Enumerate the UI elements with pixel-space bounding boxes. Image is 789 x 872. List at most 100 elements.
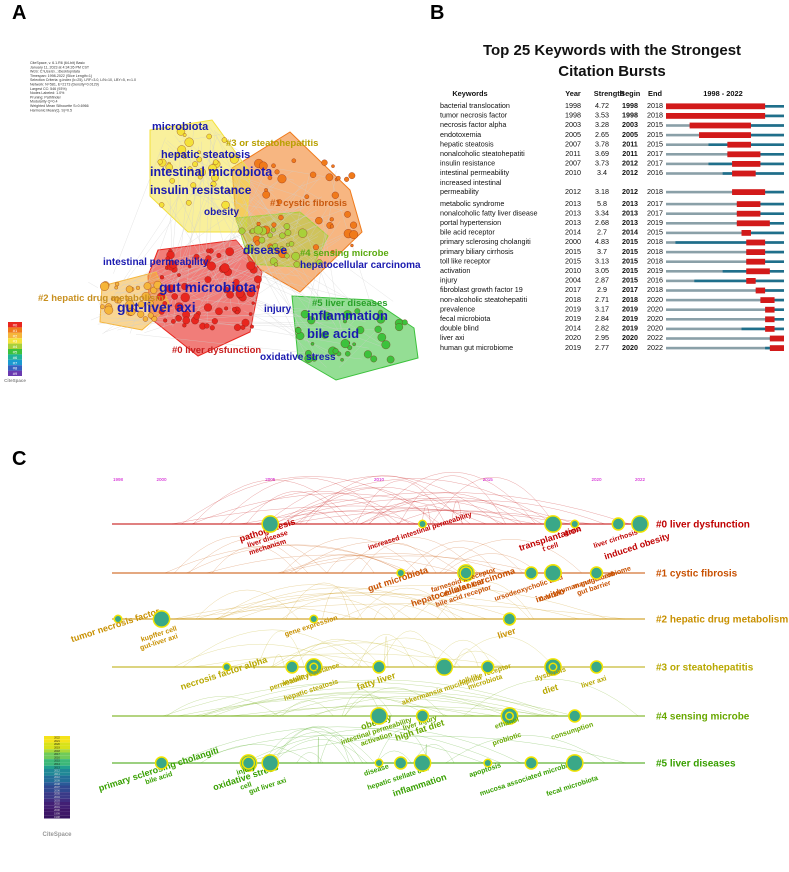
row-begin: 1998	[622, 111, 638, 120]
network-node	[204, 323, 210, 329]
network-node	[231, 307, 237, 312]
network-edge	[167, 140, 304, 261]
burst-bar	[736, 220, 770, 227]
colorbar-year: 2012	[54, 769, 60, 773]
timeline-link	[163, 682, 557, 717]
colorbar-year: 2018	[54, 749, 60, 753]
timeline-link	[271, 694, 430, 717]
timeline-link	[281, 598, 388, 620]
timeline-link	[452, 636, 554, 668]
timeline-link	[344, 694, 393, 717]
network-node	[215, 307, 223, 316]
burst-bar	[666, 103, 766, 110]
timeline-link	[381, 630, 440, 668]
network-edge	[304, 227, 345, 336]
cluster-label-2-hepatic-drug-metabolism: #2 hepatic drug metabolism	[38, 293, 164, 304]
timeline-link	[367, 492, 523, 525]
row-end: 2017	[647, 159, 663, 168]
row-keyword: fecal microbiota	[440, 314, 490, 323]
column-header-begin: Begin	[620, 89, 641, 98]
network-node	[163, 318, 168, 323]
timeline-cluster-label-2-hepatic-drug-metabolism: #2 hepatic drug metabolism	[656, 615, 788, 626]
cluster-label-0-liver-dysfunction: #0 liver dysfunction	[172, 345, 261, 356]
row-strength: 3.78	[595, 139, 609, 148]
network-edge	[209, 234, 313, 291]
timeline-link	[243, 728, 521, 764]
row-begin: 2015	[622, 256, 638, 265]
network-node	[298, 228, 308, 238]
timeline-node-core	[436, 659, 452, 675]
legend-swatch-label: #6	[13, 355, 18, 360]
network-node	[206, 261, 216, 271]
network-node	[229, 154, 239, 164]
timeline-node-core	[550, 664, 556, 670]
colorbar-year: 1998	[54, 815, 60, 819]
burst-bar	[727, 151, 761, 158]
row-begin: 2013	[622, 208, 638, 217]
network-edge	[208, 134, 263, 282]
cluster-label-1-cystic-fibrosis: #1 cystic fibrosis	[270, 198, 347, 209]
network-node	[284, 253, 290, 259]
row-begin: 2020	[622, 333, 638, 342]
timeline-node-core	[376, 760, 382, 766]
network-node	[171, 293, 178, 300]
colorbar-swatch	[44, 811, 70, 816]
timeline-link	[413, 586, 531, 620]
network-node	[233, 284, 240, 292]
keyword-label-hepatic-steatosis: hepatic steatosis	[161, 149, 250, 161]
year-tick-2020: 2020	[591, 477, 602, 482]
timeline-link	[306, 705, 476, 717]
burst-bar	[741, 230, 751, 236]
network-node	[345, 351, 351, 357]
column-header-year: Year	[565, 89, 581, 98]
network-node	[340, 358, 344, 362]
network-edge	[189, 180, 279, 288]
network-node	[278, 214, 284, 221]
timeline-node-core	[506, 713, 513, 719]
timeline-link	[282, 700, 334, 717]
network-edge	[215, 131, 302, 227]
network-node	[100, 281, 110, 291]
network-node	[176, 127, 186, 136]
row-keyword: endotoxemia	[440, 130, 481, 139]
row-begin: 2011	[622, 139, 638, 148]
network-edge	[181, 135, 313, 256]
network-node	[283, 223, 291, 230]
network-node	[137, 310, 145, 318]
network-node	[267, 232, 273, 238]
network-node	[251, 301, 255, 305]
colorbar-year: 2002	[54, 802, 60, 806]
network-node	[277, 199, 283, 205]
network-edge	[199, 141, 202, 260]
row-end: 2018	[647, 237, 663, 246]
burst-track	[666, 298, 784, 302]
row-end: 2018	[647, 101, 663, 110]
network-edge	[89, 207, 305, 300]
timeline-link	[399, 475, 506, 525]
network-node	[233, 323, 241, 331]
row-keyword: non-alcoholic steatohepatiti	[440, 295, 528, 304]
burst-bar	[666, 113, 766, 119]
row-year: 2000	[565, 237, 581, 246]
network-node	[104, 305, 114, 315]
timeline-link	[242, 735, 626, 764]
burst-bar	[727, 141, 751, 148]
timeline-cluster-label-3-or-steatohepatitis: #3 or steatohepatitis	[656, 663, 754, 674]
network-node	[295, 327, 302, 334]
panel-a-letter: A	[12, 2, 27, 24]
timeline-link	[192, 653, 509, 668]
colorbar-year: 2004	[54, 795, 60, 799]
row-begin: 2015	[622, 237, 638, 246]
timeline-link	[174, 606, 360, 620]
network-node	[313, 244, 319, 251]
timeline-link	[341, 689, 382, 717]
timeline-link	[194, 690, 575, 717]
legend-swatch-label: #2	[13, 333, 18, 338]
legend-swatch	[8, 343, 22, 349]
timeline-link	[262, 729, 348, 764]
network-node	[348, 172, 356, 179]
network-node	[331, 191, 339, 199]
legend-swatch	[8, 359, 22, 366]
network-node	[256, 285, 260, 289]
